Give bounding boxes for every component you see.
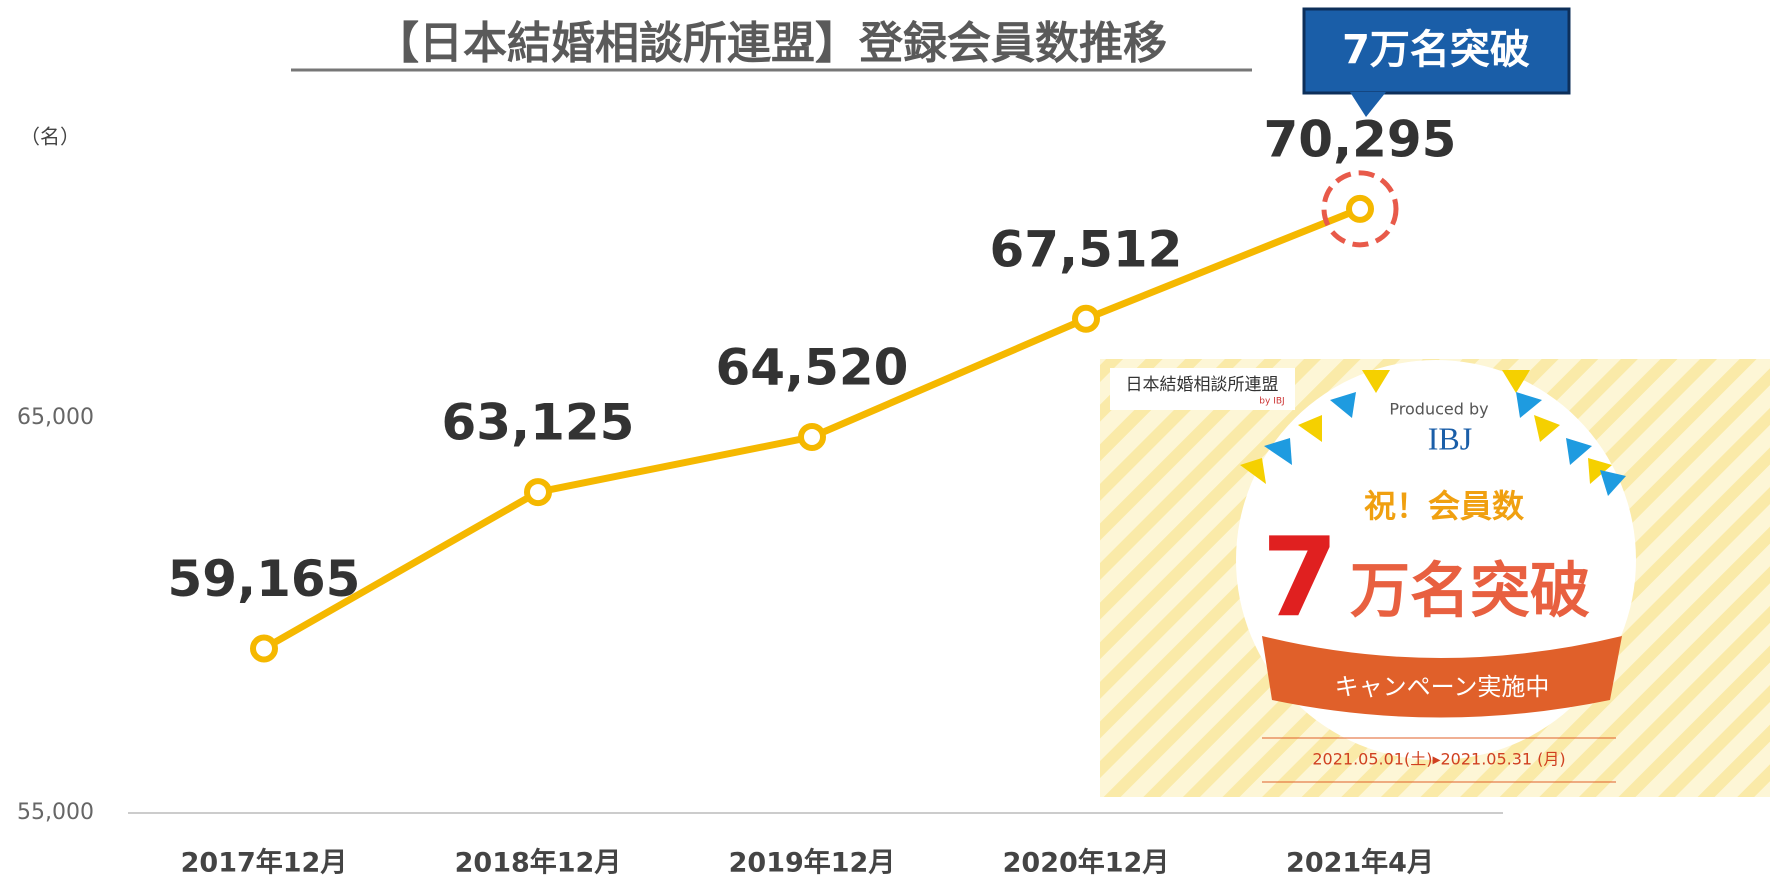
x-tick-label: 2019年12月 — [729, 847, 896, 879]
value-label: 67,512 — [990, 220, 1183, 278]
value-label: 63,125 — [442, 394, 635, 452]
banner-produced-by: Produced by — [1389, 400, 1488, 419]
banner-big-number: 7 — [1262, 513, 1339, 641]
banner-headline: 祝！会員数 — [1364, 487, 1525, 525]
x-tick-label: 2018年12月 — [455, 847, 622, 879]
banner-brand: IBJ — [1428, 420, 1472, 456]
point — [1075, 308, 1097, 330]
callout-text: 7万名突破 — [1342, 27, 1530, 73]
x-tick-label: 2020年12月 — [1003, 847, 1170, 879]
y-unit: （名） — [20, 125, 80, 149]
banner-ribbon: キャンペーン実施中 — [1335, 673, 1550, 701]
value-label: 59,165 — [168, 550, 361, 608]
banner-period: 2021.05.01(土)▸2021.05.31 (月) — [1312, 750, 1565, 769]
x-tick-label: 2017年12月 — [181, 847, 348, 879]
banner-org-by: by IBJ — [1259, 397, 1284, 407]
point — [1349, 198, 1371, 220]
point — [801, 426, 823, 448]
callout: 7万名突破 — [1304, 9, 1569, 117]
chart-title: 【日本結婚相談所連盟】登録会員数推移 — [375, 18, 1167, 69]
page: {"chart_data": {"type": "line", "title":… — [0, 0, 1770, 878]
x-tick-label: 2021年4月 — [1286, 847, 1434, 879]
banner-big-text: 万名突破 — [1350, 557, 1590, 627]
y-tick-label: 65,000 — [17, 405, 94, 430]
point — [527, 481, 549, 503]
y-tick-label: 55,000 — [17, 800, 94, 825]
chart: 【日本結婚相談所連盟】登録会員数推移 （名） 日本結婚相談所連盟 by IBJ … — [0, 0, 1770, 878]
value-label: 70,295 — [1264, 110, 1457, 168]
banner: 日本結婚相談所連盟 by IBJ Produced by IBJ 祝！会員数 7… — [1100, 359, 1770, 797]
banner-org: 日本結婚相談所連盟 — [1126, 375, 1279, 395]
value-label: 64,520 — [716, 338, 909, 396]
point — [253, 637, 275, 659]
